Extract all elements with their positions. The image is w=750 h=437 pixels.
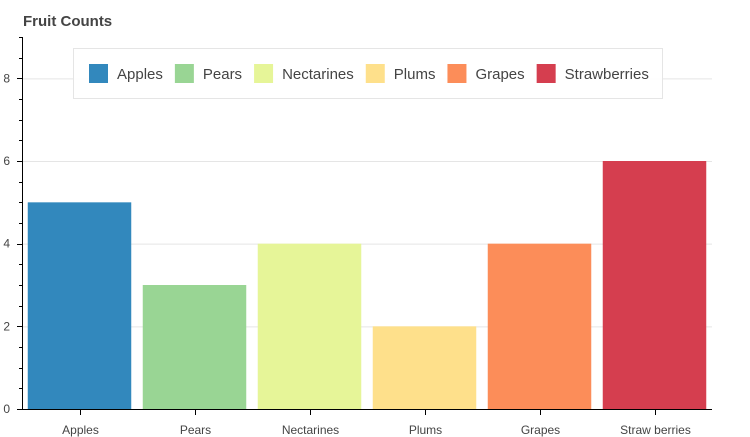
x-tick-label: Apples: [62, 423, 99, 437]
y-tick-label: 6: [3, 154, 10, 168]
legend-swatch: [254, 64, 274, 83]
axes: 0 2 4 6 8 Apples Pears Nectarines Plums Grapes Str…: [3, 37, 712, 437]
bars: [27, 161, 707, 409]
x-tick-label: Nectarines: [282, 423, 339, 437]
x-tick-label: Plums: [409, 423, 442, 437]
legend-swatch: [89, 64, 108, 83]
x-tick-label: Pears: [180, 423, 211, 437]
legend-label: Plums: [394, 66, 436, 83]
y-tick-label: 8: [3, 71, 10, 85]
x-tick-label: Straw berries: [620, 423, 691, 437]
legend-label: Nectarines: [282, 66, 354, 83]
legend-item: Nectarines: [254, 64, 354, 83]
legend-item: Grapes: [447, 64, 525, 83]
bar-apples: [27, 202, 132, 409]
legend-label: Pears: [203, 66, 242, 83]
y-tick-label: 2: [3, 319, 10, 333]
legend-swatch: [365, 64, 385, 83]
bar-grapes: [487, 243, 592, 409]
legend-label: Strawberries: [565, 66, 649, 83]
legend-item: Apples: [89, 64, 163, 83]
legend: Apples Pears Nectarines Plums Grapes Strawber…: [73, 48, 663, 99]
y-tick-label: 4: [3, 237, 10, 251]
legend-label: Apples: [117, 66, 163, 83]
legend-box: [73, 48, 663, 99]
bar-pears: [142, 285, 247, 409]
legend-item: Pears: [174, 64, 242, 83]
chart-title: Fruit Counts: [23, 13, 112, 30]
legend-item: Plums: [365, 64, 436, 83]
y-tick-label: 0: [3, 402, 10, 416]
legend-swatch: [174, 64, 194, 83]
bar-plums: [372, 326, 477, 409]
legend-item: Strawberries: [536, 64, 649, 83]
legend-swatch: [536, 64, 556, 83]
bar-nectarines: [257, 243, 362, 409]
bar-straw-berries: [602, 161, 707, 409]
x-tick-label: Grapes: [521, 423, 560, 437]
legend-label: Grapes: [475, 66, 524, 83]
legend-swatch: [447, 64, 467, 83]
